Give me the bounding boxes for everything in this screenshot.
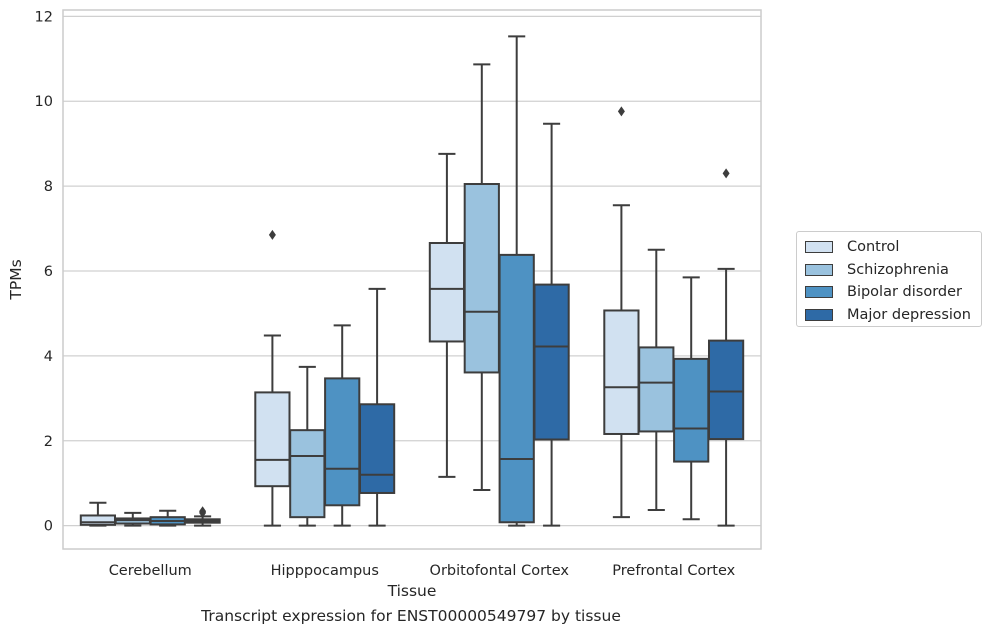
x-tick-label: Prefrontal Cortex [612,563,735,579]
box-iqr [638,346,675,433]
legend-swatch [805,286,833,299]
box-0-0 [79,501,117,527]
y-axis-label: TPMs [7,259,25,300]
y-tick-label: 4 [44,349,53,365]
y-tick-labels: 0 2 4 6 8 10 12 [35,9,53,534]
box-2-3 [533,122,570,527]
box-2-1 [463,63,500,492]
outlier-point [199,506,207,517]
legend: Control Schizophrenia Bipolar disorder Majo… [796,231,982,327]
box-iqr [673,357,710,463]
legend-item: Schizophrenia [805,259,981,282]
y-tick-label: 12 [35,9,53,25]
legend-item: Bipolar disorder [805,281,981,304]
outlier-point [617,106,625,117]
box-iqr [707,339,745,441]
box-1-3 [358,287,396,527]
legend-swatch [805,263,833,276]
y-tick-label: 10 [35,94,53,110]
box-groups [79,35,745,527]
box-3-1 [638,248,675,511]
box-1-2 [324,324,361,527]
legend-swatch [805,241,833,254]
outlier-point [268,229,276,240]
box-iqr [533,283,570,441]
box-0-3 [184,506,221,527]
plot-area-frame [62,9,762,550]
x-tick-label: Cerebellum [109,563,192,579]
box-0-2 [149,509,186,527]
box-3-2 [673,276,710,521]
legend-item: Control [805,236,981,259]
outlier-point [722,168,730,179]
figure-caption: Transcript expression for ENST0000054979… [201,607,621,625]
box-iqr [324,377,361,507]
box-iqr [254,391,291,488]
x-axis-label: Tissue [387,582,437,600]
y-tick-label: 0 [44,519,53,535]
box-iqr [498,253,535,524]
box-1-0 [254,229,291,527]
box-iqr [463,183,500,374]
box-iqr [358,403,396,494]
legend-label: Control [847,239,900,256]
box-iqr [428,242,466,343]
y-tick-label: 2 [44,434,53,450]
legend-swatch [805,308,833,321]
box-3-3 [707,168,745,527]
box-1-1 [289,365,326,527]
legend-label: Schizophrenia [847,261,949,278]
x-tick-labels: Cerebellum Hipppocampus Orbitofontal Corte… [109,563,736,579]
box-iqr [79,514,117,526]
legend-item: Major depression [805,304,981,327]
box-2-0 [428,152,466,478]
legend-label: Bipolar disorder [847,284,962,301]
box-3-0 [603,106,640,519]
box-iqr [603,309,640,435]
box-iqr [289,429,326,519]
y-tick-label: 8 [44,179,53,195]
x-tick-label: Orbitofontal Cortex [430,563,570,579]
y-tick-label: 6 [44,264,53,280]
gridlines [63,15,761,527]
x-tick-label: Hipppocampus [271,563,379,579]
legend-label: Major depression [847,306,971,323]
box-2-2 [498,35,535,527]
box-0-1 [114,511,151,527]
